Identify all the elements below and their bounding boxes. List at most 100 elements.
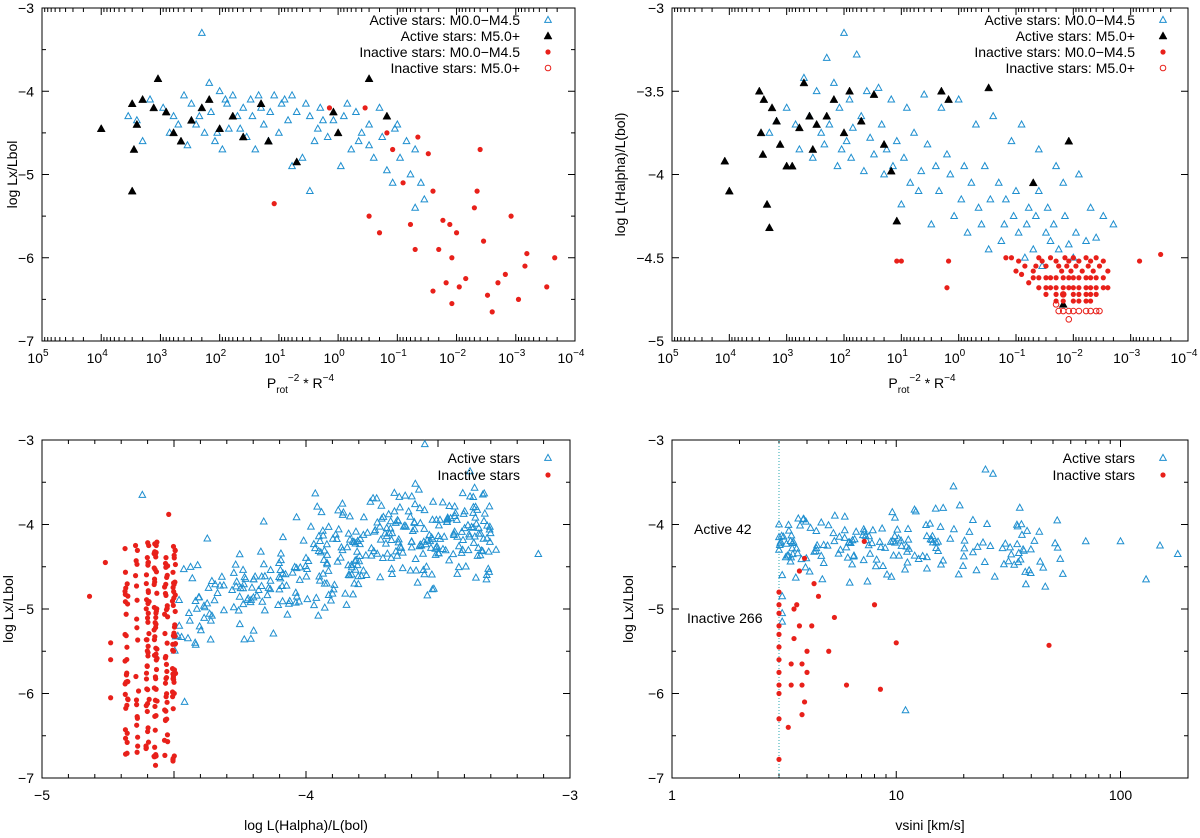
data-point <box>165 739 171 745</box>
y-tick-label: −3 <box>18 0 34 16</box>
data-point <box>1059 291 1067 298</box>
data-point <box>379 512 388 520</box>
data-point <box>326 105 333 111</box>
data-point <box>129 144 139 153</box>
data-point <box>367 551 376 559</box>
legend-marker <box>543 453 553 461</box>
data-point <box>1017 119 1026 128</box>
data-point <box>269 628 278 637</box>
data-point <box>275 584 284 593</box>
x-tick-label: 10 <box>888 787 904 803</box>
data-point <box>154 606 160 612</box>
data-point <box>1064 263 1070 269</box>
data-point <box>134 702 140 708</box>
data-point <box>1092 233 1101 241</box>
data-point <box>420 194 429 203</box>
data-point <box>1059 268 1065 274</box>
x-tick-label: 10−4 <box>558 348 585 366</box>
data-point <box>322 539 332 548</box>
data-point <box>207 611 217 619</box>
data-point <box>366 497 375 505</box>
data-point <box>1136 258 1143 264</box>
data-point <box>387 569 397 577</box>
series-active_late-filled-triangle <box>96 74 392 195</box>
data-point <box>133 697 140 703</box>
x-tick-label: 104 <box>87 348 109 366</box>
data-point <box>484 547 493 555</box>
data-point <box>351 107 361 115</box>
data-point <box>145 687 151 693</box>
data-point <box>215 123 225 132</box>
data-point <box>416 178 426 186</box>
data-point <box>999 559 1009 568</box>
data-point <box>427 570 437 578</box>
data-point <box>1099 211 1108 220</box>
data-point <box>984 244 993 253</box>
data-point <box>127 186 137 195</box>
data-point <box>812 119 822 128</box>
data-point <box>163 555 169 561</box>
legend-marker <box>1159 64 1167 72</box>
data-point <box>811 581 817 587</box>
data-point <box>990 572 999 580</box>
data-point <box>1087 275 1094 281</box>
data-point <box>1047 275 1054 281</box>
data-point <box>425 151 431 157</box>
data-point <box>239 103 248 111</box>
data-point <box>897 541 906 549</box>
data-point <box>1053 258 1059 264</box>
data-point <box>544 284 550 290</box>
panel-lx-vs-vsini: −7 −6 −5 −4 −3 1 10 100 log Lx/Lbol vsini [km/s] A… <box>620 432 1189 833</box>
data-point <box>430 288 436 294</box>
data-point <box>461 561 471 570</box>
data-point <box>522 263 528 269</box>
data-point <box>153 752 159 758</box>
data-point <box>276 549 286 557</box>
data-point <box>221 94 230 103</box>
data-point <box>298 153 307 161</box>
data-point <box>848 535 857 544</box>
data-point <box>186 562 195 570</box>
y-tick-label: −4 <box>648 167 664 183</box>
data-point <box>791 119 800 128</box>
data-point <box>258 597 267 605</box>
data-point <box>154 590 160 596</box>
data-point <box>927 535 936 543</box>
y-axis-label: log Lx/Lbol <box>0 575 16 643</box>
data-point <box>353 536 362 545</box>
x-tick-label: 10−4 <box>1171 348 1198 366</box>
data-point <box>382 165 392 174</box>
data-point <box>143 572 150 578</box>
data-point <box>1066 275 1072 281</box>
data-point <box>826 648 832 654</box>
data-point <box>363 528 372 536</box>
data-point <box>243 595 252 603</box>
data-point <box>922 564 932 572</box>
data-point <box>835 532 844 540</box>
data-point <box>134 616 140 622</box>
data-point <box>239 599 248 608</box>
series-inactive-filled-circle <box>86 511 179 768</box>
data-point <box>1036 557 1045 565</box>
data-point <box>1100 275 1106 281</box>
data-point <box>435 515 445 523</box>
data-point <box>345 511 355 520</box>
data-point <box>452 515 461 523</box>
data-point <box>791 606 797 612</box>
data-point <box>108 640 114 646</box>
data-point <box>933 537 943 545</box>
data-point <box>187 99 196 107</box>
data-point <box>314 611 323 619</box>
data-point <box>154 646 160 652</box>
x-tick-label: 103 <box>772 348 794 366</box>
data-point <box>165 128 174 136</box>
data-point <box>868 525 877 534</box>
data-point <box>153 74 163 83</box>
data-point <box>1004 556 1013 565</box>
data-point <box>463 275 469 282</box>
data-point <box>143 676 150 682</box>
data-point <box>415 541 424 550</box>
data-point <box>984 83 994 92</box>
